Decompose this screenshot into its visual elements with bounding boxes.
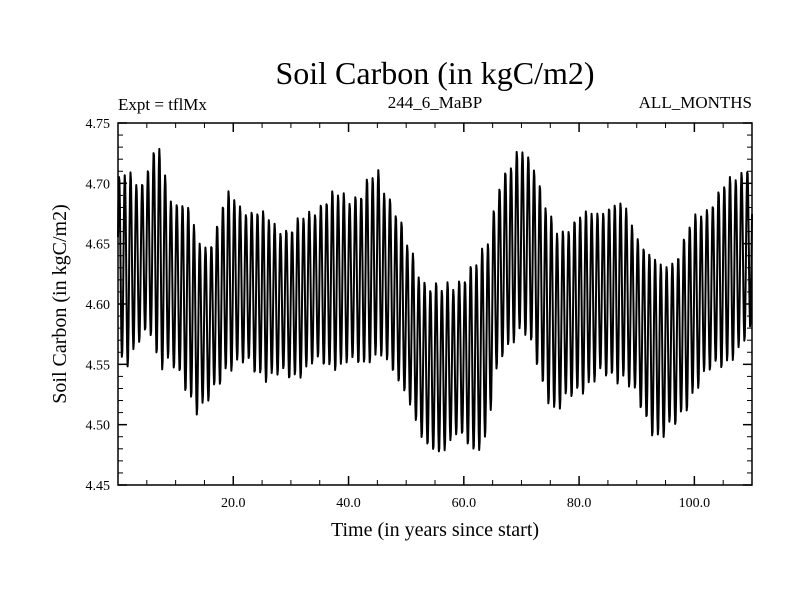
y-tick-label: 4.60 <box>86 298 111 313</box>
period-label: 244_6_MaBP <box>388 93 482 112</box>
y-axis: 4.45 4.50 4.55 4.60 4.65 4.70 4.75 <box>86 117 752 494</box>
plot-layer <box>117 147 753 453</box>
y-axis-label: Soil Carbon (in kgC/m2) <box>49 204 71 403</box>
y-tick-label: 4.50 <box>86 419 111 434</box>
x-tick-label: 80.0 <box>567 496 592 511</box>
x-tick-label: 60.0 <box>452 496 477 511</box>
y-tick-label: 4.45 <box>86 479 111 494</box>
y-tick-label: 4.70 <box>86 177 111 192</box>
x-tick-label: 20.0 <box>221 496 246 511</box>
y-tick-label: 4.55 <box>86 358 111 373</box>
months-label: ALL_MONTHS <box>639 93 752 112</box>
x-tick-label: 40.0 <box>336 496 361 511</box>
chart-title: Soil Carbon (in kgC/m2) <box>275 55 594 91</box>
experiment-label: Expt = tflMx <box>118 95 207 114</box>
x-axis-label: Time (in years since start) <box>331 519 539 541</box>
y-tick-label: 4.65 <box>86 238 111 253</box>
x-tick-label: 100.0 <box>679 496 711 511</box>
y-tick-label: 4.75 <box>86 117 111 132</box>
soil-carbon-series-line <box>117 147 753 453</box>
x-axis: 20.0 40.0 60.0 80.0 100.0 <box>146 123 724 511</box>
